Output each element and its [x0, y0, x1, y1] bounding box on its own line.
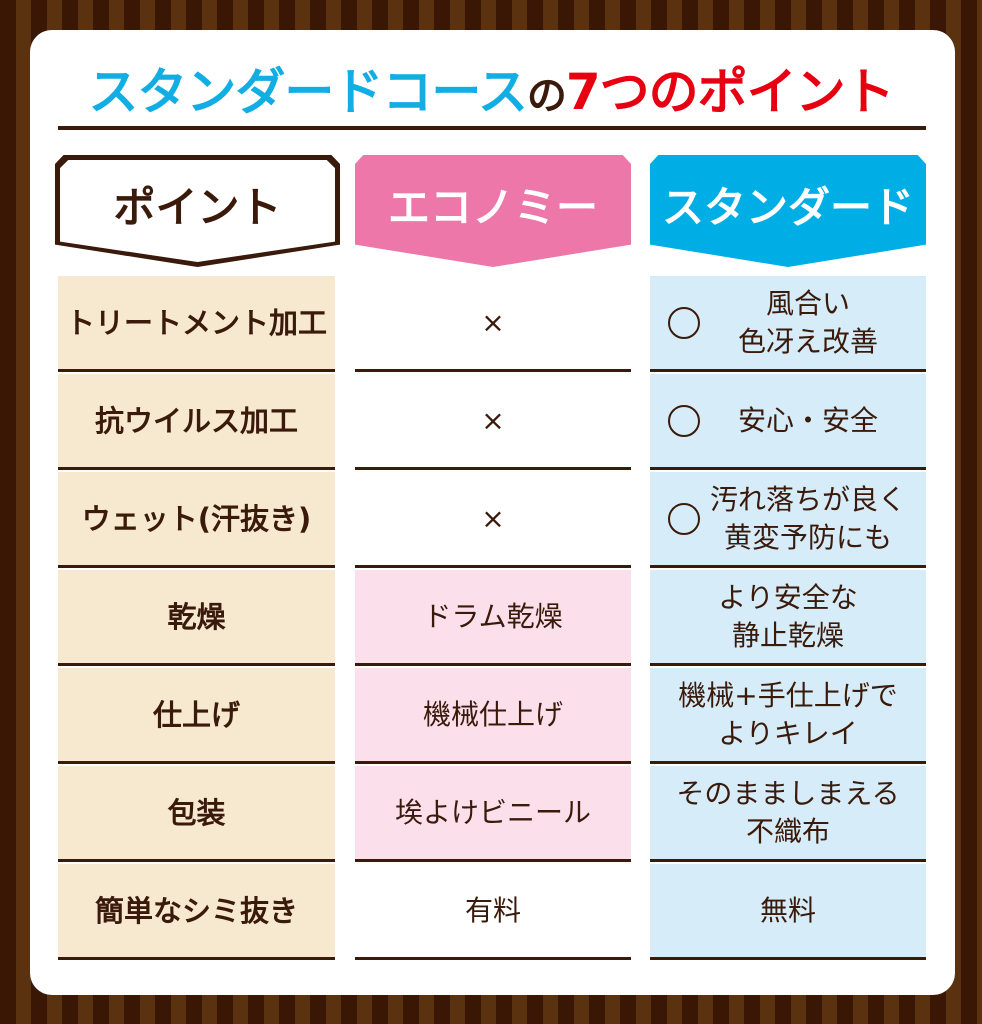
- standard-text: 汚れ落ちが良く 黄変予防にも: [709, 482, 906, 554]
- standard-text: 無料: [759, 893, 816, 927]
- header-economy: エコノミー: [355, 155, 631, 267]
- standard-cell: 汚れ落ちが良く 黄変予防にも: [650, 472, 926, 568]
- circle-mark-icon: [668, 502, 700, 535]
- table-row: ウェット(汗抜き) × 汚れ落ちが良く 黄変予防にも: [0, 472, 982, 570]
- standard-text: 安心・安全: [737, 403, 878, 437]
- table-row: 乾燥 ドラム乾燥 より安全な 静止乾燥: [0, 570, 982, 668]
- economy-cell: 埃よけビニール: [355, 766, 631, 862]
- economy-cell: 有料: [355, 864, 631, 960]
- point-cell: 包装: [58, 766, 335, 862]
- standard-cell: 無料: [650, 864, 926, 960]
- economy-cell: ×: [355, 472, 631, 568]
- standard-text: より安全な 静止乾燥: [718, 580, 858, 652]
- header-standard: スタンダード: [650, 155, 926, 267]
- divider: [58, 126, 926, 130]
- standard-cell: 風合い 色冴え改善: [650, 276, 926, 372]
- page-title: スタンダードコースの7つのポイント: [0, 52, 982, 124]
- standard-cell: より安全な 静止乾燥: [650, 570, 926, 666]
- circle-mark-icon: [668, 306, 700, 339]
- header-point-label: ポイント: [60, 160, 335, 262]
- standard-cell: 機械+手仕上げで よりキレイ: [650, 668, 926, 764]
- point-cell: 仕上げ: [58, 668, 335, 764]
- circle-mark-icon: [668, 404, 700, 437]
- title-red: 7つのポイント: [565, 63, 895, 121]
- point-cell: トリートメント加工: [58, 276, 335, 372]
- point-cell: 抗ウイルス加工: [58, 374, 335, 470]
- table-row: 包装 埃よけビニール そのまましまえる 不織布: [0, 766, 982, 864]
- point-cell: 乾燥: [58, 570, 335, 666]
- title-particle: の: [526, 73, 567, 119]
- standard-text: 機械+手仕上げで よりキレイ: [678, 678, 898, 750]
- table-row: 簡単なシミ抜き 有料 無料: [0, 864, 982, 962]
- point-cell: 簡単なシミ抜き: [58, 864, 335, 960]
- standard-cell: 安心・安全: [650, 374, 926, 470]
- standard-text: 風合い 色冴え改善: [737, 286, 878, 358]
- header-point: ポイント: [55, 155, 340, 267]
- economy-cell: ドラム乾燥: [355, 570, 631, 666]
- economy-cell: ×: [355, 276, 631, 372]
- point-cell: ウェット(汗抜き): [58, 472, 335, 568]
- economy-cell: 機械仕上げ: [355, 668, 631, 764]
- table-row: 仕上げ 機械仕上げ 機械+手仕上げで よりキレイ: [0, 668, 982, 766]
- table-row: 抗ウイルス加工 × 安心・安全: [0, 374, 982, 472]
- title-blue: スタンダードコース: [88, 63, 527, 121]
- standard-text: そのまましまえる 不織布: [676, 776, 900, 848]
- economy-cell: ×: [355, 374, 631, 470]
- standard-cell: そのまましまえる 不織布: [650, 766, 926, 862]
- table-row: トリートメント加工 × 風合い 色冴え改善: [0, 276, 982, 374]
